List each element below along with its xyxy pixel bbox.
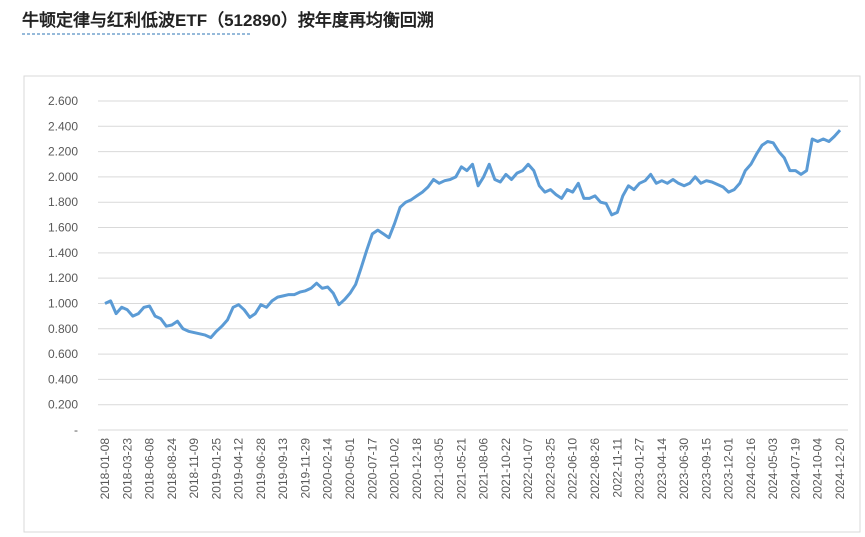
x-tick-label: 2020-05-01 xyxy=(343,438,357,500)
y-tick-label: 1.600 xyxy=(48,221,78,235)
x-tick-label: 2018-01-08 xyxy=(98,438,112,500)
y-tick-label: 1.800 xyxy=(48,195,78,209)
x-tick-label: 2022-06-10 xyxy=(566,438,580,500)
x-tick-label: 2019-11-29 xyxy=(298,438,312,499)
y-tick-label: 2.200 xyxy=(48,145,78,159)
x-tick-label: 2023-01-27 xyxy=(633,438,647,500)
x-tick-label: 2018-08-24 xyxy=(165,438,179,500)
x-tick-label: 2024-12-20 xyxy=(833,438,847,500)
x-tick-label: 2019-06-28 xyxy=(254,438,268,500)
x-tick-label: 2024-02-16 xyxy=(744,438,758,500)
y-tick-label: 1.200 xyxy=(48,271,78,285)
y-tick-label: 2.000 xyxy=(48,170,78,184)
y-tick-label: 0.200 xyxy=(48,398,78,412)
x-tick-label: 2024-10-04 xyxy=(811,438,825,500)
y-tick-label: 2.400 xyxy=(48,119,78,133)
chart-frame xyxy=(23,75,861,533)
x-tick-label: 2020-02-14 xyxy=(321,438,335,500)
y-tick-label: 0.800 xyxy=(48,322,78,336)
x-tick-label: 2024-07-19 xyxy=(788,438,802,500)
x-tick-label: 2022-11-11 xyxy=(610,438,624,498)
x-tick-label: 2018-03-23 xyxy=(120,438,134,500)
y-tick-label: 1.000 xyxy=(48,296,78,310)
y-tick-label: 0.600 xyxy=(48,347,78,361)
x-tick-label: 2022-08-26 xyxy=(588,438,602,500)
data-line xyxy=(104,129,842,340)
x-tick-label: 2021-10-22 xyxy=(499,438,513,500)
x-tick-label: 2019-04-12 xyxy=(232,438,246,500)
chart-title: 牛顿定律与红利低波ETF（512890）按年度再均衡回溯 xyxy=(22,10,434,30)
x-tick-label: 2021-08-06 xyxy=(477,438,491,500)
x-tick-label: 2023-06-30 xyxy=(677,438,691,500)
x-tick-label: 2023-09-15 xyxy=(699,438,713,500)
y-tick-label: 1.400 xyxy=(48,246,78,260)
x-tick-label: 2018-11-09 xyxy=(187,438,201,499)
x-tick-label: 2018-06-08 xyxy=(143,438,157,500)
x-tick-label: 2021-05-21 xyxy=(454,438,468,500)
x-tick-label: 2020-07-17 xyxy=(365,438,379,500)
x-tick-label: 2020-12-18 xyxy=(410,438,424,500)
x-tick-label: 2019-09-13 xyxy=(276,438,290,500)
x-tick-label: 2022-03-25 xyxy=(543,438,557,500)
y-tick-label: 0.400 xyxy=(48,372,78,386)
x-tick-label: 2024-05-03 xyxy=(766,438,780,500)
x-tick-label: 2023-12-01 xyxy=(722,438,736,500)
x-tick-label: 2023-04-14 xyxy=(655,438,669,500)
x-tick-label: 2020-10-02 xyxy=(388,438,402,500)
x-tick-label: 2021-03-05 xyxy=(432,438,446,500)
x-tick-label: 2019-01-25 xyxy=(209,438,223,500)
x-tick-label: 2022-01-07 xyxy=(521,438,535,500)
y-tick-label: - xyxy=(74,423,78,437)
y-tick-label: 2.600 xyxy=(48,94,78,108)
